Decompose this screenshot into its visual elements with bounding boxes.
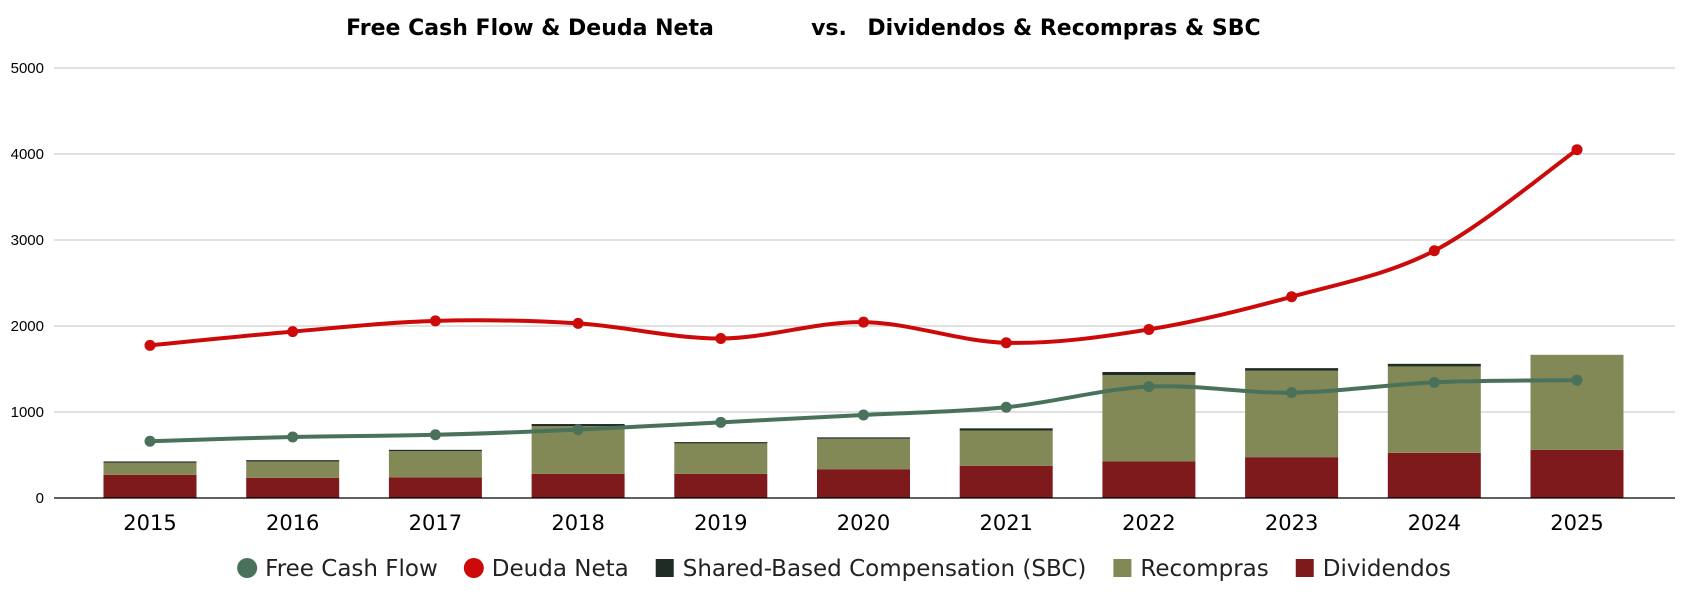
point-free-cash-flow-2016 <box>287 431 299 443</box>
y-tick-label: 5000 <box>11 60 44 77</box>
point-free-cash-flow-2015 <box>144 435 156 447</box>
bar-dividendos-2016 <box>246 477 340 498</box>
legend-item-shared-based-compensation-sbc: Shared-Based Compensation (SBC) <box>655 556 1087 582</box>
legend-label: Dividendos <box>1323 556 1451 582</box>
point-deuda-neta-2024 <box>1428 245 1440 257</box>
bar-recompras-2023 <box>1245 370 1339 458</box>
x-tick-label: 2015 <box>123 511 176 535</box>
bar-recompras-2025 <box>1530 354 1624 450</box>
x-axis-ticks: 2015 2016 2017 2018 2019 2020 2021 2022 2023 2024… <box>123 511 1603 535</box>
chart-title-part-2: vs. <box>811 16 847 41</box>
bar-shared-based-compensation-sbc-2024 <box>1387 363 1481 367</box>
bar-shared-based-compensation-sbc-2020 <box>817 437 910 439</box>
point-deuda-neta-2015 <box>144 339 156 351</box>
chart-title-part-3: Dividendos & Recompras & SBC <box>867 16 1260 41</box>
legend-item-dividendos: Dividendos <box>1295 556 1451 582</box>
bars <box>103 354 1624 498</box>
point-free-cash-flow-2024 <box>1428 376 1440 388</box>
x-tick-label: 2022 <box>1122 511 1175 535</box>
point-deuda-neta-2021 <box>1000 337 1012 349</box>
point-free-cash-flow-2018 <box>572 424 584 436</box>
point-deuda-neta-2016 <box>287 326 299 338</box>
bar-dividendos-2024 <box>1387 452 1481 498</box>
bar-shared-based-compensation-sbc-2019 <box>674 442 768 444</box>
point-free-cash-flow-2020 <box>858 409 869 421</box>
point-deuda-neta-2022 <box>1143 323 1155 335</box>
x-tick-label: 2016 <box>266 511 319 535</box>
bar-recompras-2015 <box>103 462 197 475</box>
point-free-cash-flow-2021 <box>1000 401 1012 413</box>
bar-recompras-2019 <box>674 443 768 474</box>
point-deuda-neta-2023 <box>1286 291 1298 303</box>
bar-dividendos-2023 <box>1245 457 1339 498</box>
point-deuda-neta-2018 <box>572 317 584 329</box>
bar-shared-based-compensation-sbc-2015 <box>103 461 197 463</box>
bar-shared-based-compensation-sbc-2021 <box>959 428 1053 431</box>
point-free-cash-flow-2019 <box>715 416 727 428</box>
legend-marker-deuda-neta <box>463 558 484 578</box>
legend-label: Free Cash Flow <box>265 556 438 582</box>
y-axis-ticks: 0 1000 2000 3000 4000 5000 <box>11 60 44 507</box>
bar-dividendos-2025 <box>1530 449 1624 498</box>
point-deuda-neta-2019 <box>715 332 727 344</box>
y-tick-label: 0 <box>36 490 44 507</box>
x-tick-label: 2021 <box>979 511 1032 535</box>
point-free-cash-flow-2023 <box>1286 387 1298 399</box>
legend-item-free-cash-flow: Free Cash Flow <box>237 556 438 582</box>
y-tick-label: 2000 <box>11 318 44 335</box>
x-tick-label: 2018 <box>551 511 604 535</box>
chart-title-part-1: Free Cash Flow & Deuda Neta <box>346 16 714 41</box>
x-tick-label: 2019 <box>694 511 747 535</box>
bar-dividendos-2020 <box>817 469 910 498</box>
point-deuda-neta-2025 <box>1571 144 1583 156</box>
legend-marker-dividendos <box>1295 559 1314 577</box>
y-tick-label: 3000 <box>11 232 44 249</box>
legend: Free Cash Flow Deuda Neta Shared-Based Com… <box>237 556 1451 582</box>
x-tick-label: 2024 <box>1408 511 1461 535</box>
legend-marker-shared-based-compensation-sbc <box>655 559 674 577</box>
bar-dividendos-2017 <box>388 477 482 498</box>
y-tick-label: 1000 <box>11 404 44 421</box>
bar-dividendos-2022 <box>1102 461 1196 498</box>
point-free-cash-flow-2022 <box>1143 381 1155 393</box>
bar-dividendos-2019 <box>674 473 768 498</box>
legend-item-recompras: Recompras <box>1113 556 1269 582</box>
legend-label: Shared-Based Compensation (SBC) <box>683 556 1087 582</box>
bar-recompras-2016 <box>246 461 340 478</box>
x-tick-label: 2025 <box>1550 511 1603 535</box>
legend-label: Deuda Neta <box>492 556 629 582</box>
bar-shared-based-compensation-sbc-2016 <box>246 460 340 462</box>
line-deuda-neta <box>148 147 1579 348</box>
x-tick-label: 2023 <box>1265 511 1318 535</box>
bar-shared-based-compensation-sbc-2022 <box>1102 372 1196 376</box>
point-deuda-neta-2017 <box>429 315 441 327</box>
bar-recompras-2017 <box>388 451 482 478</box>
x-tick-label: 2020 <box>837 511 890 535</box>
line-series <box>144 144 1583 447</box>
legend-marker-free-cash-flow <box>237 558 258 578</box>
gridlines <box>54 67 1675 413</box>
bar-dividendos-2021 <box>959 465 1053 498</box>
y-tick-label: 4000 <box>11 146 44 163</box>
bar-recompras-2021 <box>959 430 1053 466</box>
legend-marker-recompras <box>1113 559 1132 577</box>
legend-item-deuda-neta: Deuda Neta <box>463 556 629 582</box>
point-deuda-neta-2020 <box>858 316 869 328</box>
point-free-cash-flow-2017 <box>429 429 441 441</box>
bar-shared-based-compensation-sbc-2023 <box>1245 368 1339 371</box>
bar-shared-based-compensation-sbc-2017 <box>388 449 482 452</box>
bar-dividendos-2015 <box>103 474 197 498</box>
point-free-cash-flow-2025 <box>1571 374 1583 386</box>
bar-dividendos-2018 <box>531 473 625 498</box>
bar-recompras-2020 <box>817 438 910 470</box>
x-tick-label: 2017 <box>409 511 462 535</box>
legend-label: Recompras <box>1140 556 1268 582</box>
